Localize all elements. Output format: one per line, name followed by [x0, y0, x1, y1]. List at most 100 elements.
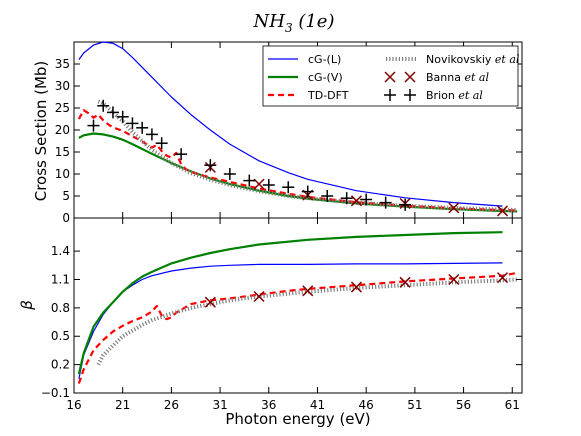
chart-title-tail: (1e) — [298, 11, 334, 32]
legend-label: cG-(L) — [308, 53, 341, 66]
xtick-label: 51 — [407, 398, 422, 412]
top-point-plus — [145, 128, 158, 141]
marker-stroke — [350, 281, 362, 293]
top-ytick-label: 10 — [55, 167, 70, 181]
marker-stroke — [496, 205, 509, 217]
xtick-label: 26 — [164, 398, 179, 412]
top-point-plus — [155, 137, 168, 150]
top-point-plus — [136, 121, 149, 134]
xtick-label: 21 — [115, 398, 130, 412]
xtick-label: 31 — [212, 398, 227, 412]
legend-swatch — [404, 71, 416, 83]
bottom-series-cg-v — [77, 231, 503, 375]
marker-stroke — [350, 195, 362, 207]
legend-item: cG-(L) — [268, 53, 341, 66]
top-point-plus — [340, 192, 353, 205]
top-y-ticks: 0 5 10 15 20 25 30 35 — [55, 42, 522, 225]
bottom-series-novikovskiy-et-al — [96, 277, 518, 366]
bottom-point-x — [204, 296, 216, 308]
marker-stroke — [253, 178, 265, 190]
top-ytick-label: 30 — [55, 79, 70, 93]
beta-panel: −0.1 0.2 0.5 0.8 1.1 1.4 16 21 26 31 36 41 46 51 56 61… — [18, 217, 523, 428]
bottom-ytick-label: 1.1 — [51, 272, 70, 286]
legend-label-text: Banna — [426, 71, 461, 84]
top-ytick-label: 25 — [55, 101, 70, 115]
top-point-plus — [223, 168, 236, 180]
top-ytick-label: 5 — [62, 189, 70, 203]
bottom-ytick-label: −0.1 — [41, 386, 70, 400]
legend-item: Novikovskiy et al — [386, 53, 520, 66]
top-point-plus — [282, 181, 295, 194]
marker-stroke — [204, 296, 216, 308]
chart-title-sub: 3 — [285, 21, 293, 35]
top-point-plus — [97, 99, 110, 112]
bottom-point-x — [253, 290, 265, 303]
top-ytick-label: 0 — [62, 211, 70, 225]
legend-label-italic: et al — [491, 53, 519, 66]
legend-label: TD-DFT — [307, 89, 349, 102]
legend-label-italic: et al — [461, 71, 489, 84]
legend-item: TD-DFT — [268, 89, 349, 102]
top-series-layer — [77, 41, 518, 217]
xtick-label: 41 — [310, 398, 325, 412]
marker-stroke — [448, 273, 460, 286]
xtick-label: 61 — [505, 398, 520, 412]
legend-label-text: cG-(L) — [308, 53, 341, 66]
top-ytick-label: 35 — [55, 57, 70, 71]
legend-swatch — [384, 71, 396, 83]
bottom-point-x — [302, 285, 314, 297]
top-point-plus — [379, 196, 392, 209]
bottom-ytick-label: 0.8 — [51, 301, 70, 315]
top-point-plus — [321, 190, 334, 202]
legend-item: Banna et al — [384, 71, 489, 84]
bottom-point-x — [448, 273, 460, 286]
cross-section-panel: 0 5 10 15 20 25 30 35 Cross Section (Mb) — [32, 41, 523, 225]
top-point-x — [496, 205, 509, 217]
top-series-cg-l — [78, 41, 503, 207]
top-point-x — [253, 178, 265, 190]
top-point-plus — [175, 148, 188, 161]
marker-stroke — [253, 290, 265, 303]
legend-label-text: TD-DFT — [307, 89, 349, 102]
legend-item: cG-(V) — [268, 71, 343, 84]
bottom-series-cg-l — [78, 262, 503, 379]
legend-label-text: Novikovskiy — [426, 53, 492, 66]
chart-title: NH3 (1e) — [253, 11, 335, 35]
xtick-label: 16 — [66, 398, 81, 412]
legend-item: Brion et al — [384, 89, 483, 102]
legend-label-text: cG-(V) — [308, 71, 343, 84]
top-ytick-label: 20 — [55, 123, 70, 137]
bottom-point-x — [496, 272, 509, 284]
top-point-x — [448, 202, 460, 214]
bottom-y-ticks: −0.1 0.2 0.5 0.8 1.1 1.4 — [41, 244, 522, 400]
marker-stroke — [448, 202, 460, 214]
bottom-ytick-label: 0.2 — [51, 358, 70, 372]
chart-title-main: NH — [253, 11, 286, 32]
xtick-label: 46 — [359, 398, 374, 412]
bottom-point-x — [350, 281, 362, 293]
xtick-label: 56 — [456, 398, 471, 412]
top-point-plus — [87, 119, 100, 132]
legend-label: Brion et al — [426, 89, 483, 102]
bottom-x-ticks: 16 21 26 31 36 41 46 51 56 61 — [66, 218, 520, 412]
top-point-plus — [116, 110, 129, 123]
top-point-plus — [262, 179, 275, 191]
marker-stroke — [399, 276, 411, 288]
bottom-point-x — [399, 276, 411, 288]
legend-label: Novikovskiy et al — [426, 53, 520, 66]
bottom-y-axis-label: β — [18, 300, 36, 311]
top-ytick-label: 15 — [55, 145, 70, 159]
top-point-plus — [301, 185, 314, 198]
marker-stroke — [496, 272, 509, 284]
legend-label: Banna et al — [426, 71, 489, 84]
legend-label: cG-(V) — [308, 71, 343, 84]
legend-label-italic: et al — [455, 89, 483, 102]
bottom-series-layer — [77, 231, 518, 384]
top-point-x — [350, 195, 362, 207]
top-point-plus — [106, 106, 119, 119]
top-y-axis-label: Cross Section (Mb) — [32, 61, 50, 202]
top-point-plus — [399, 198, 412, 211]
top-point-plus — [360, 193, 373, 206]
x-axis-label: Photon energy (eV) — [225, 410, 370, 428]
